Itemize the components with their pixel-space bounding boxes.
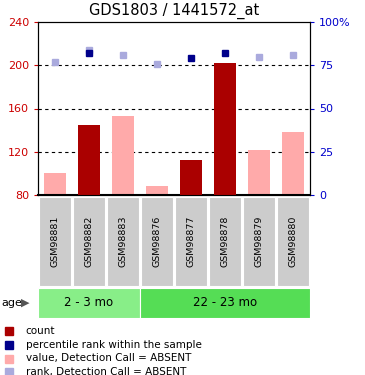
Text: GSM98879: GSM98879 bbox=[254, 216, 264, 267]
Bar bbox=[243, 197, 275, 286]
Text: GSM98882: GSM98882 bbox=[85, 216, 93, 267]
Bar bbox=[282, 132, 304, 195]
Bar bbox=[73, 197, 105, 286]
Text: GSM98881: GSM98881 bbox=[50, 216, 59, 267]
Bar bbox=[140, 288, 310, 318]
Text: count: count bbox=[26, 326, 55, 336]
Text: GSM98880: GSM98880 bbox=[288, 216, 297, 267]
Title: GDS1803 / 1441572_at: GDS1803 / 1441572_at bbox=[89, 3, 259, 19]
Bar bbox=[39, 197, 71, 286]
Text: age: age bbox=[1, 298, 22, 308]
Bar bbox=[107, 197, 139, 286]
Text: rank, Detection Call = ABSENT: rank, Detection Call = ABSENT bbox=[26, 367, 186, 375]
Bar bbox=[248, 150, 270, 195]
Bar bbox=[141, 197, 173, 286]
Text: 2 - 3 mo: 2 - 3 mo bbox=[65, 297, 114, 309]
Bar bbox=[277, 197, 309, 286]
Bar bbox=[180, 160, 202, 195]
Bar bbox=[146, 186, 168, 195]
Text: GSM98883: GSM98883 bbox=[119, 216, 127, 267]
Text: ▶: ▶ bbox=[21, 298, 30, 308]
Text: GSM98876: GSM98876 bbox=[153, 216, 161, 267]
Text: percentile rank within the sample: percentile rank within the sample bbox=[26, 340, 201, 350]
Text: 22 - 23 mo: 22 - 23 mo bbox=[193, 297, 257, 309]
Bar bbox=[38, 288, 140, 318]
Bar bbox=[209, 197, 241, 286]
Text: GSM98878: GSM98878 bbox=[220, 216, 230, 267]
Text: value, Detection Call = ABSENT: value, Detection Call = ABSENT bbox=[26, 354, 191, 363]
Text: GSM98877: GSM98877 bbox=[187, 216, 196, 267]
Bar bbox=[112, 116, 134, 195]
Bar bbox=[44, 173, 66, 195]
Bar bbox=[78, 125, 100, 195]
Bar bbox=[214, 63, 236, 195]
Bar bbox=[175, 197, 207, 286]
